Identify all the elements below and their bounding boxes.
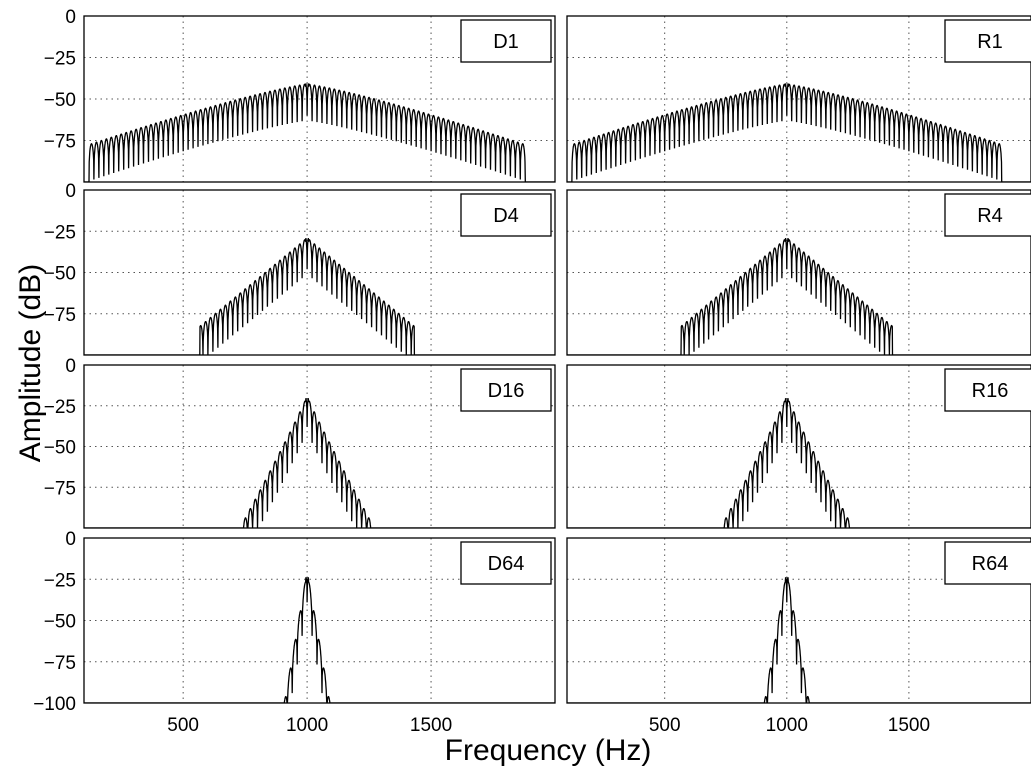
- series-line: [567, 83, 1031, 182]
- legend-box: [460, 193, 552, 237]
- y-tick-label: −25: [44, 397, 76, 418]
- legend-label: D4: [493, 205, 519, 227]
- panel-d4: D4 0 −25 −50 −75: [44, 181, 556, 356]
- series-line: [84, 398, 555, 528]
- series-line: [567, 398, 1031, 528]
- axes-frame: [566, 189, 1031, 356]
- series-line: [567, 577, 1031, 703]
- panel-r64: R64 500 1000 1500: [566, 537, 1031, 736]
- axes-frame: [566, 15, 1031, 183]
- y-tick-label: −75: [44, 305, 76, 326]
- y-tick-label: −75: [44, 478, 76, 499]
- x-tick-label: 1500: [888, 715, 930, 736]
- y-tick-label: 0: [65, 529, 76, 550]
- x-tick-label: 500: [649, 715, 681, 736]
- x-tick-label: 1500: [410, 715, 452, 736]
- x-axis-title: Frequency (Hz): [445, 734, 652, 767]
- panel-d1: D1 0 −25 −50 −75: [44, 7, 556, 183]
- axes-frame: [566, 537, 1031, 704]
- panel-d64: D64 0 −25 −50 −75 −100 500 1000 1500: [33, 529, 556, 736]
- y-tick-label: −100: [33, 694, 76, 715]
- y-tick-label: 0: [65, 356, 76, 377]
- legend-box: [460, 368, 552, 412]
- panel-r16: R16: [566, 364, 1031, 529]
- legend-label: R64: [972, 553, 1009, 575]
- legend-box: [944, 193, 1031, 237]
- legend-box: [460, 541, 552, 585]
- y-tick-label: −50: [44, 612, 76, 633]
- axes-frame: [83, 364, 556, 529]
- axes-frame: [83, 189, 556, 356]
- y-tick-label: 0: [65, 181, 76, 202]
- y-tick-label: −75: [44, 653, 76, 674]
- y-tick-label: −50: [44, 90, 76, 111]
- series-line: [84, 83, 555, 182]
- y-tick-label: −25: [44, 570, 76, 591]
- legend-box: [944, 19, 1031, 63]
- x-tick-label: 1000: [766, 715, 808, 736]
- y-tick-label: −50: [44, 438, 76, 459]
- y-tick-label: −25: [44, 222, 76, 243]
- legend-label: R16: [972, 380, 1009, 402]
- legend-label: R1: [977, 31, 1003, 53]
- axes-frame: [566, 364, 1031, 529]
- y-tick-label: −25: [44, 49, 76, 70]
- panel-d16: D16 0 −25 −50 −75: [44, 356, 556, 529]
- series-line: [84, 577, 555, 703]
- legend-label: D64: [488, 553, 525, 575]
- axes-frame: [83, 537, 556, 704]
- legend-label: R4: [977, 205, 1003, 227]
- y-axis-title: Amplitude (dB): [14, 264, 47, 462]
- legend-box: [460, 19, 552, 63]
- y-tick-label: −75: [44, 132, 76, 153]
- panel-r1: R1: [566, 15, 1031, 183]
- legend-box: [944, 541, 1031, 585]
- legend-box: [944, 368, 1031, 412]
- y-tick-label: −50: [44, 264, 76, 285]
- legend-label: D1: [493, 31, 519, 53]
- x-tick-label: 500: [167, 715, 199, 736]
- legend-label: D16: [488, 380, 525, 402]
- panel-grid: D1 0 −25 −50 −75 R1 D4 0 −25 −50 −75 R4 D16 0 −25 −50 −7…: [33, 7, 1031, 736]
- series-line: [567, 238, 1031, 355]
- panel-r4: R4: [566, 189, 1031, 356]
- series-line: [84, 238, 555, 355]
- axes-frame: [83, 15, 556, 183]
- y-tick-label: 0: [65, 7, 76, 28]
- x-tick-label: 1000: [286, 715, 328, 736]
